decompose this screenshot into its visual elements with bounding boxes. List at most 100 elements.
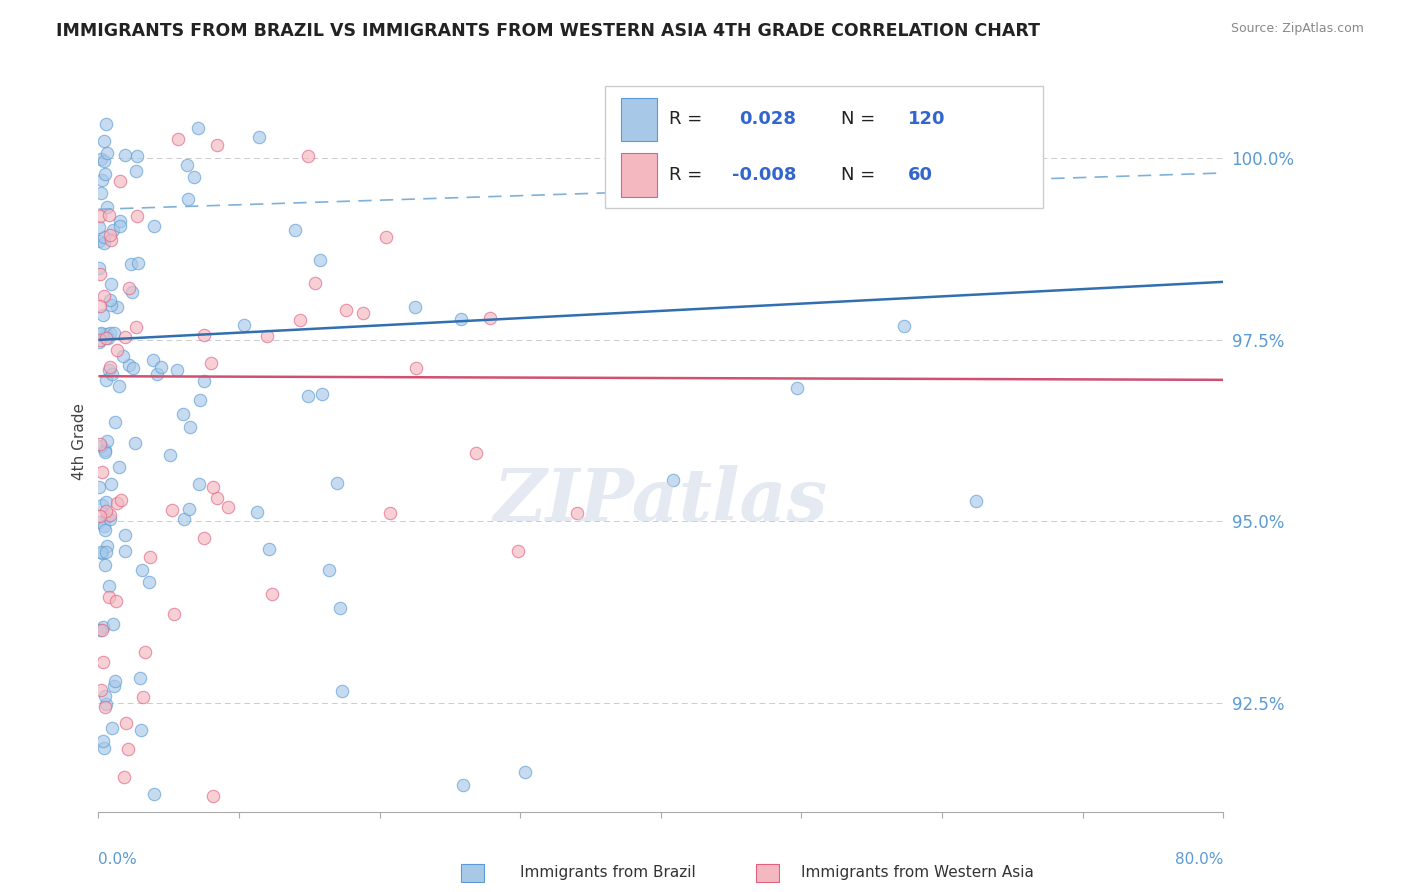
Point (506, 544, 529, 558)
Point (91, 498, 114, 512)
Point (247, 130, 270, 145)
Point (89, 623, 111, 637)
Point (96, 200, 118, 214)
Point (465, 446, 488, 460)
Point (98, 293, 121, 307)
Point (96, 504, 118, 518)
FancyBboxPatch shape (621, 153, 658, 197)
Point (101, 223, 124, 237)
Point (127, 256, 149, 270)
Text: Immigrants from Western Asia: Immigrants from Western Asia (801, 865, 1035, 880)
Point (142, 353, 165, 368)
Point (91, 546, 114, 560)
Point (94, 117, 117, 131)
Point (711, 138, 734, 153)
Point (108, 214, 131, 228)
Point (188, 392, 211, 407)
Point (183, 170, 205, 185)
Point (101, 721, 124, 735)
Point (173, 512, 195, 526)
Point (94, 690, 117, 704)
Point (326, 476, 349, 491)
Point (329, 600, 352, 615)
Point (111, 349, 134, 363)
Point (94, 698, 117, 712)
Point (290, 313, 312, 327)
FancyBboxPatch shape (605, 87, 1043, 209)
Point (166, 363, 188, 377)
Point (89, 209, 111, 223)
FancyBboxPatch shape (621, 97, 658, 141)
Point (246, 505, 269, 519)
Point (139, 549, 162, 564)
Point (965, 494, 987, 508)
Point (478, 311, 501, 326)
Point (93, 518, 115, 533)
Point (94, 167, 117, 181)
Point (193, 532, 215, 546)
Text: -0.008: -0.008 (731, 166, 796, 184)
Point (260, 586, 283, 600)
Point (145, 367, 167, 381)
Point (89, 260, 111, 275)
Point (91, 623, 114, 637)
Point (94, 545, 117, 559)
Point (91, 173, 114, 187)
Point (205, 138, 228, 153)
Point (94, 523, 117, 537)
Point (318, 563, 340, 577)
Point (90, 326, 112, 341)
Point (134, 645, 156, 659)
Text: 80.0%: 80.0% (1175, 853, 1223, 867)
Point (159, 448, 181, 462)
Point (117, 358, 139, 372)
Point (352, 306, 374, 320)
Point (311, 386, 333, 401)
Text: 60: 60 (908, 166, 934, 184)
Point (110, 492, 132, 507)
Point (335, 302, 357, 317)
Point (179, 501, 201, 516)
Point (89, 334, 111, 349)
Point (94, 494, 117, 508)
Point (143, 788, 166, 802)
Point (167, 132, 190, 146)
Point (404, 300, 426, 314)
Point (89, 437, 111, 451)
Point (105, 593, 128, 607)
Point (96, 327, 118, 342)
Point (176, 192, 198, 206)
Point (893, 319, 915, 334)
Text: R =: R = (669, 166, 702, 184)
Point (453, 778, 475, 792)
Point (96, 510, 118, 524)
Text: 120: 120 (908, 111, 946, 128)
Point (330, 684, 353, 698)
Point (284, 223, 307, 237)
Point (93, 229, 115, 244)
Point (127, 149, 149, 163)
Point (187, 121, 209, 136)
Point (105, 300, 128, 314)
Point (100, 298, 122, 312)
Point (93, 558, 115, 573)
Point (163, 607, 186, 621)
Point (89, 333, 111, 347)
Point (97, 363, 120, 377)
Point (309, 252, 332, 267)
Point (101, 617, 124, 632)
Point (193, 327, 215, 342)
Text: 0.028: 0.028 (740, 111, 797, 128)
Point (405, 361, 427, 376)
Point (108, 379, 131, 393)
Point (89, 509, 111, 524)
Point (89, 327, 111, 342)
Point (202, 480, 225, 494)
Point (304, 276, 326, 290)
Point (101, 367, 124, 381)
Point (217, 500, 239, 515)
Point (93, 154, 115, 169)
Point (96, 434, 118, 449)
Point (103, 326, 125, 341)
Point (98, 508, 121, 523)
